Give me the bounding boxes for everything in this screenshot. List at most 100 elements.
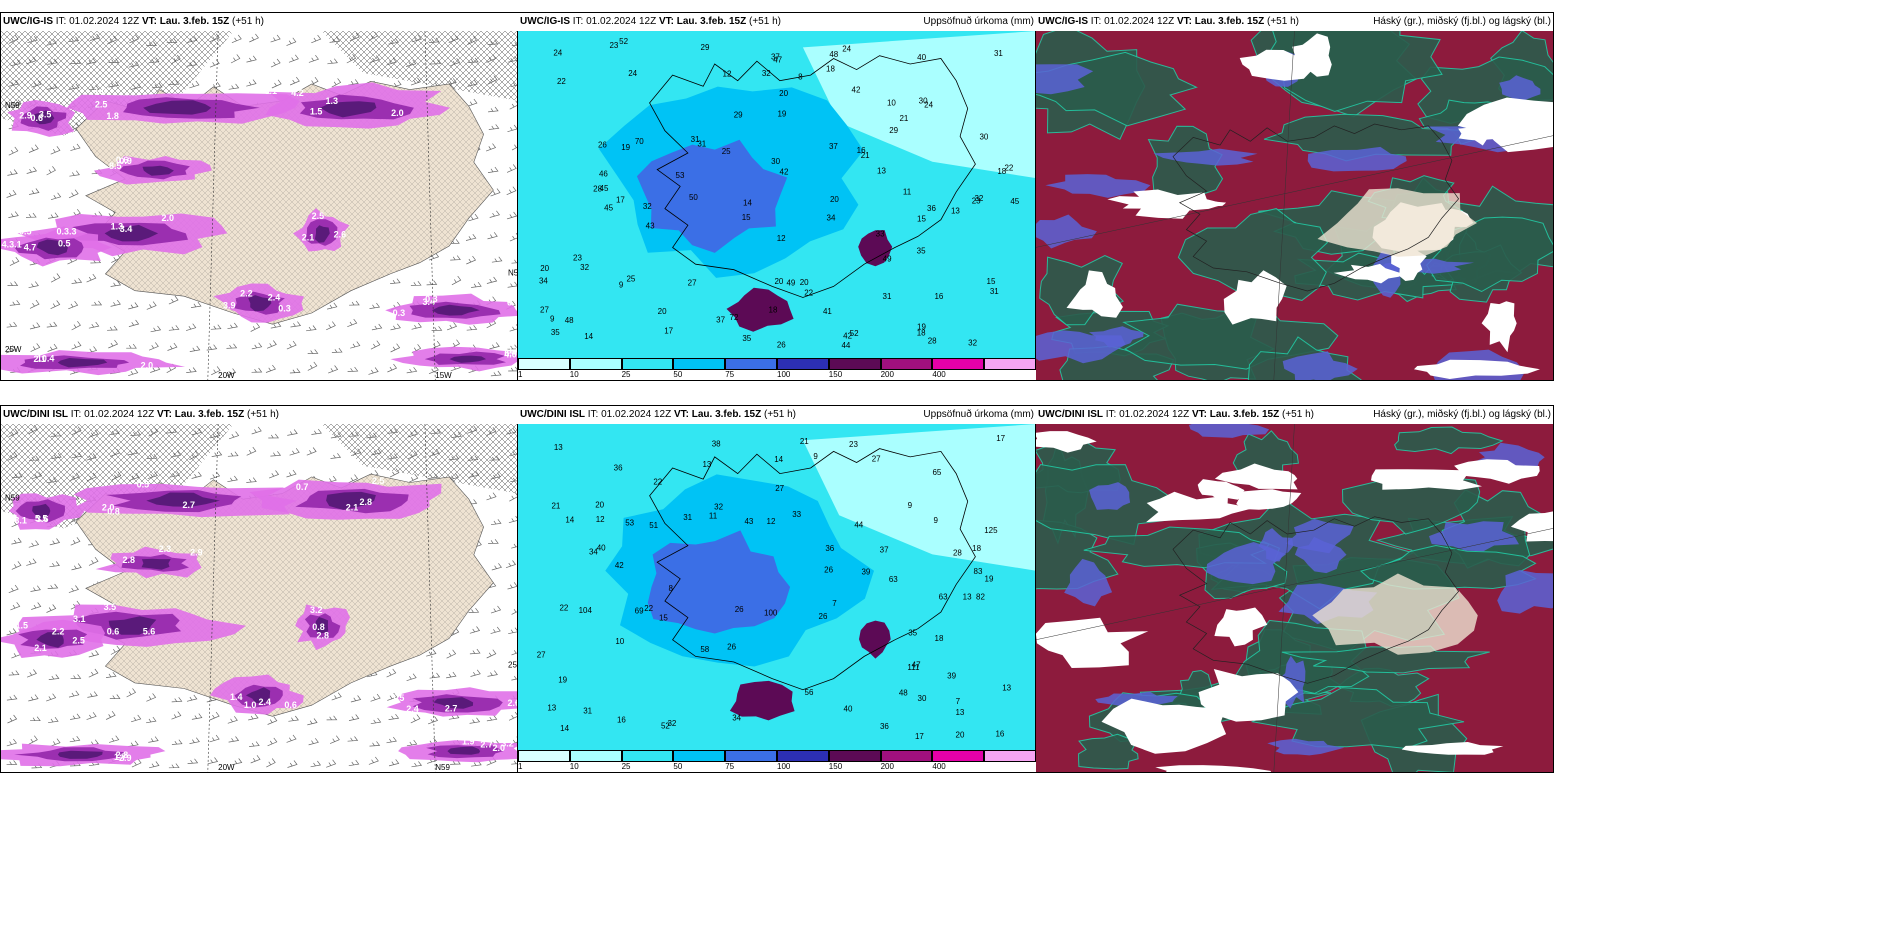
wind-barb [411, 322, 422, 330]
wind-barb [490, 370, 502, 377]
wind-barb [168, 325, 180, 331]
precip-value-label: 42 [852, 86, 861, 95]
wind-barb [487, 670, 498, 677]
wind-barb [426, 649, 437, 657]
wind-barb [468, 607, 480, 613]
precip-value-label: 15 [987, 277, 996, 286]
precip-value-label: 33 [876, 230, 885, 239]
cloud-layers [1036, 424, 1553, 772]
snow-value-label: 2.5 [72, 636, 85, 646]
snow-value-label: 0.7 [296, 482, 309, 492]
wind-barb [467, 98, 478, 107]
wind-barb [227, 451, 239, 457]
wind-barb [87, 691, 98, 698]
precip-value-label: 53 [676, 171, 685, 180]
forecast-offset: (+51 h) [1282, 409, 1314, 420]
wind-barb [107, 325, 118, 331]
precip-value-label: 13 [955, 708, 964, 717]
wind-barb [470, 669, 481, 677]
wind-barb [368, 367, 379, 375]
clear-sky-area [1066, 270, 1123, 318]
wind-barb [390, 323, 401, 331]
wind-barb [128, 740, 139, 747]
low-cloud-area [1045, 174, 1151, 198]
legend-swatch [725, 750, 777, 762]
wind-barb [429, 672, 441, 679]
wind-barb [186, 60, 198, 67]
snow-value-label: 3.1 [265, 86, 278, 96]
low-cloud-area [1294, 536, 1347, 574]
wind-barb [311, 34, 322, 44]
wind-barb [350, 448, 362, 456]
snow-peak [449, 355, 487, 363]
legend-tick-label: 400 [932, 762, 946, 771]
wind-barb [286, 340, 297, 350]
wind-barb [308, 738, 319, 746]
wind-barb [249, 33, 259, 43]
precip-value-label: 14 [774, 455, 783, 464]
wind-barb [68, 585, 79, 593]
precip-value-label: 52 [661, 722, 670, 731]
precip-value-label: 40 [917, 53, 926, 62]
wind-barb [8, 584, 19, 594]
wind-barb [88, 650, 100, 658]
cloud-map [1036, 424, 1553, 772]
snow-value-label: 1.5 [392, 693, 405, 703]
precip-value-label: 53 [625, 519, 634, 528]
wind-barb [171, 54, 181, 64]
wind-barb [329, 36, 341, 43]
wind-barb [508, 515, 518, 524]
map-title: Háský (gr.), miðský (fj.bl.) og lágský (… [1373, 409, 1551, 420]
wind-barb [28, 281, 39, 289]
wind-barb [407, 450, 418, 460]
wind-barb [410, 280, 422, 286]
legend-tick-label: 25 [621, 370, 631, 379]
forecast-offset: (+51 h) [1267, 16, 1299, 27]
wind-barb [510, 80, 518, 88]
low-cloud-area [1153, 148, 1258, 166]
valid-time: VT: Lau. 3.feb. 15Z [1191, 409, 1280, 420]
wind-barb [128, 368, 139, 377]
wind-barb [68, 690, 80, 698]
wind-barb [388, 713, 400, 720]
precip-value-label: 45 [600, 184, 609, 193]
wind-barb [168, 763, 180, 769]
wind-barb [189, 80, 200, 89]
precip-value-label: 25 [626, 275, 635, 284]
snow-value-label: 3.2 [310, 605, 323, 615]
precip-value-label: 19 [917, 323, 926, 332]
wind-barb [511, 259, 518, 264]
wind-barb [31, 602, 42, 610]
precip-legend: 1 10 25 50 75 100 150 200 400 [518, 358, 1036, 380]
precip-band [636, 139, 788, 253]
wind-barb [110, 299, 121, 307]
legend-tick-label: 75 [725, 370, 735, 379]
wind-barb [109, 694, 121, 699]
wind-barb [490, 605, 502, 614]
wind-barb [129, 34, 140, 44]
snow-peak [431, 304, 480, 316]
model-name: UWC/IG-IS [3, 16, 53, 27]
high-cloud-area [1263, 113, 1472, 162]
wind-barb [390, 343, 401, 353]
wind-barb [130, 82, 142, 90]
wind-barb [370, 340, 381, 350]
low-cloud-area [1282, 351, 1358, 380]
wind-barb [446, 78, 457, 86]
axis-label: 20W [218, 371, 235, 380]
wind-barb [411, 761, 423, 768]
wind-barb [46, 693, 57, 702]
precip-value-label: 39 [947, 672, 956, 681]
clear-sky-area [1214, 607, 1268, 647]
wind-barb [47, 583, 59, 589]
wind-barb [70, 713, 81, 720]
wind-barb [486, 715, 498, 722]
clear-sky-area [1036, 431, 1097, 453]
snow-value-label: 1.9 [462, 736, 475, 746]
snow-labels: 2.52.03.44.3.12.20.34.02.10.62.92.61.0 4.… [2, 86, 518, 370]
wind-barb [488, 106, 499, 113]
precip-value-label: 12 [723, 69, 732, 78]
legend-swatch [673, 358, 726, 370]
wind-barb [509, 100, 518, 110]
axis-label: N59 [508, 268, 518, 277]
